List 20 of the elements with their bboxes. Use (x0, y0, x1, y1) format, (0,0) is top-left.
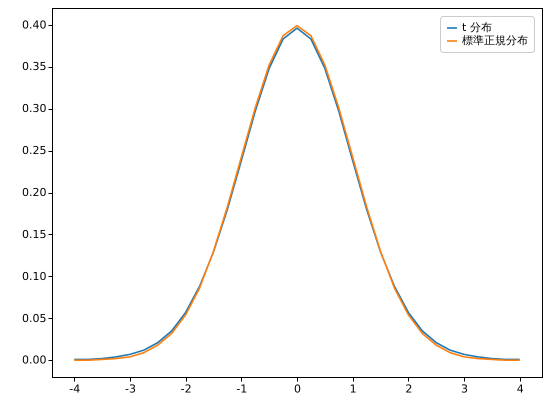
x-tick-label: 2 (405, 382, 412, 396)
x-tick-label: -3 (124, 382, 136, 396)
x-tick-label: 4 (516, 382, 524, 396)
x-tick-label: -4 (69, 382, 80, 396)
x-tick-label: 3 (461, 382, 468, 396)
y-tick-label: 0.00 (22, 354, 46, 367)
y-tick-label: 0.25 (22, 144, 46, 158)
y-tick-label: 0.10 (22, 270, 46, 283)
x-tick-label: 1 (350, 382, 357, 396)
x-tick-label: -2 (180, 382, 192, 396)
y-tick-label: 0.35 (22, 60, 46, 74)
y-tick-label: 0.05 (22, 312, 46, 325)
y-tick-label: 0.15 (22, 228, 46, 241)
y-tick-label: 0.30 (22, 102, 46, 116)
legend-label: t 分布 (462, 21, 492, 34)
x-tick-label: -1 (236, 382, 248, 396)
legend-label: 標準正規分布 (462, 34, 528, 47)
y-tick-label: 0.40 (22, 18, 46, 32)
y-tick-label: 0.20 (22, 186, 46, 199)
x-tick-label: 0 (294, 382, 301, 396)
